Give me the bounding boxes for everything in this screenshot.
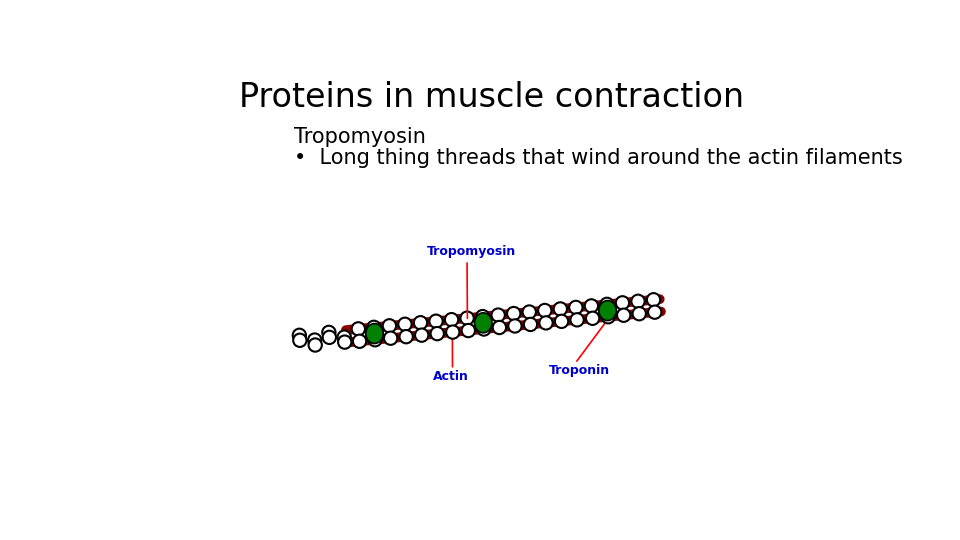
- Ellipse shape: [366, 323, 383, 343]
- Text: •  Long thing threads that wind around the actin filaments: • Long thing threads that wind around th…: [295, 148, 903, 168]
- Circle shape: [369, 333, 382, 346]
- Circle shape: [554, 302, 567, 315]
- Circle shape: [293, 334, 306, 347]
- Circle shape: [399, 330, 413, 343]
- Circle shape: [585, 299, 598, 313]
- Circle shape: [492, 321, 506, 334]
- Circle shape: [461, 312, 473, 325]
- Circle shape: [600, 298, 613, 311]
- Circle shape: [648, 306, 661, 319]
- Circle shape: [570, 313, 584, 327]
- Circle shape: [368, 321, 380, 334]
- Circle shape: [398, 318, 412, 331]
- Circle shape: [615, 296, 629, 309]
- Circle shape: [414, 316, 427, 329]
- Circle shape: [508, 319, 521, 333]
- Circle shape: [555, 315, 568, 328]
- Circle shape: [524, 318, 538, 331]
- Circle shape: [308, 339, 322, 352]
- Circle shape: [586, 312, 599, 325]
- Circle shape: [647, 293, 660, 306]
- Circle shape: [338, 335, 351, 349]
- Circle shape: [522, 305, 536, 319]
- Circle shape: [338, 330, 351, 344]
- Circle shape: [632, 295, 645, 308]
- Text: Tropomyosin: Tropomyosin: [295, 127, 426, 147]
- Circle shape: [429, 315, 443, 328]
- Circle shape: [431, 327, 444, 340]
- Circle shape: [507, 307, 520, 320]
- Circle shape: [446, 326, 460, 339]
- Ellipse shape: [599, 301, 616, 321]
- Circle shape: [308, 333, 322, 347]
- Circle shape: [353, 335, 366, 348]
- Circle shape: [323, 326, 336, 339]
- Text: Tropomyosin: Tropomyosin: [426, 245, 516, 258]
- Circle shape: [492, 308, 505, 322]
- Text: Actin: Actin: [433, 370, 468, 383]
- Circle shape: [383, 319, 396, 333]
- Ellipse shape: [474, 313, 492, 333]
- Circle shape: [323, 330, 336, 344]
- Circle shape: [444, 313, 458, 326]
- Circle shape: [384, 332, 397, 345]
- Circle shape: [476, 310, 490, 323]
- Circle shape: [415, 328, 428, 342]
- Circle shape: [617, 308, 631, 322]
- Circle shape: [602, 310, 614, 323]
- Text: Proteins in muscle contraction: Proteins in muscle contraction: [239, 82, 745, 114]
- Circle shape: [293, 329, 306, 342]
- Circle shape: [477, 322, 491, 336]
- Circle shape: [351, 322, 365, 335]
- Circle shape: [540, 316, 553, 329]
- Circle shape: [633, 307, 646, 320]
- Circle shape: [569, 301, 583, 314]
- Circle shape: [462, 324, 475, 337]
- Circle shape: [539, 304, 551, 317]
- Text: Troponin: Troponin: [549, 364, 610, 377]
